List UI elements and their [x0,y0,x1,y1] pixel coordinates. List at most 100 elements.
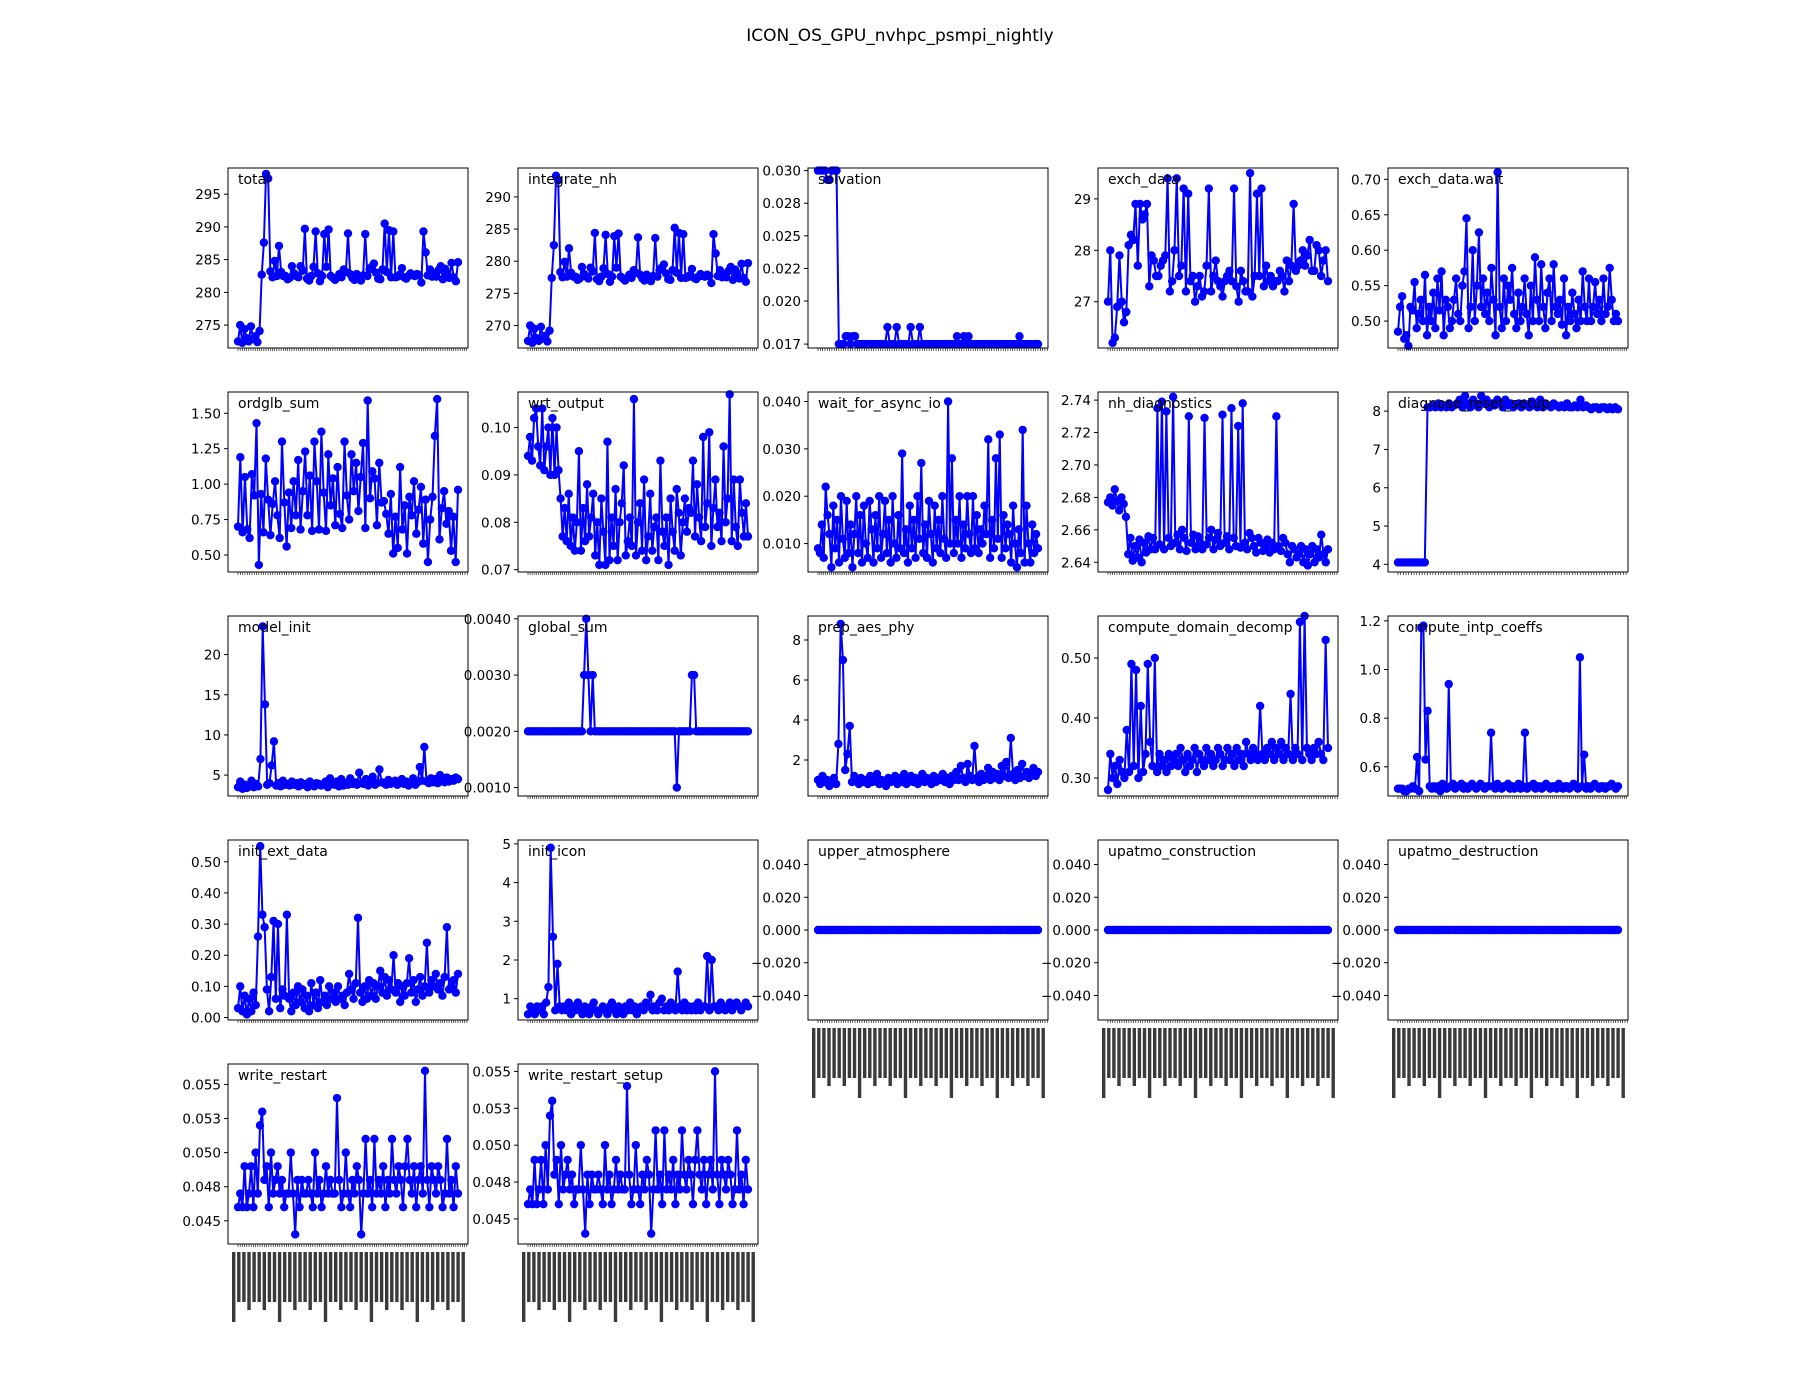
data-point [288,1189,298,1198]
x-tick-label [272,1252,277,1302]
data-point [1211,755,1220,765]
data-point [970,741,979,751]
data-point [1526,281,1536,290]
data-point [1117,297,1126,306]
data-point [633,518,643,527]
subplot-title: solvation [818,172,881,188]
y-tick-label: 4 [1372,557,1381,573]
data-point [995,430,1004,439]
data-point [354,1175,364,1185]
data-point [869,558,878,567]
data-point [1408,306,1417,315]
data-point [999,510,1008,520]
x-tick-label [410,1252,414,1302]
data-point [644,1170,654,1179]
data-point [1139,538,1149,548]
data-point [650,522,659,532]
data-point [315,1175,324,1185]
data-point [421,248,430,257]
y-tick-label: 0.50 [1351,314,1381,330]
data-point [585,1199,594,1209]
data-point [1293,749,1302,759]
data-point [1119,499,1128,509]
x-tick-label [1519,1028,1523,1078]
data-point [1321,558,1330,567]
x-tick-label [527,1252,531,1302]
x-tick-label [461,1252,465,1322]
x-tick-label [654,1252,658,1302]
x-tick-label [1132,1028,1136,1086]
data-point [1129,761,1138,771]
data-point [304,1175,313,1185]
data-point [909,515,918,525]
data-point [940,534,949,544]
data-point [255,1121,265,1130]
subplot-wrt-output: 0.07 0.08 0.09 0.10 wrt_output [481,390,759,579]
y-tick-label: 8 [792,633,801,649]
data-point [432,394,442,404]
data-point [400,991,409,1000]
data-point [1110,333,1120,342]
x-tick-label [425,1252,430,1302]
data-point [672,484,681,494]
data-point [1418,316,1428,326]
x-tick-label [308,1252,312,1310]
data-point [342,491,352,500]
data-point [1117,493,1126,502]
data-point [249,988,258,997]
data-point [553,959,562,969]
data-point [236,452,245,462]
data-point [1129,235,1138,245]
data-point [1307,755,1316,765]
x-tick-label [593,1252,597,1302]
data-point [442,519,451,529]
data-point [337,1202,346,1212]
data-point [938,492,947,501]
y-tick-label: 280 [195,285,221,301]
y-tick-label: 0.020 [1342,890,1381,906]
subplot-compute-domain-decomp: 0.30 0.40 0.50 compute_domain_decomp [1061,611,1339,799]
data-point [1491,331,1500,340]
data-point [270,256,279,266]
data-point [412,1202,421,1212]
data-point [1269,755,1279,765]
data-point [1605,263,1614,273]
data-point [442,922,452,932]
data-point [897,449,907,458]
data-point [594,1170,603,1179]
data-point [1470,316,1479,326]
y-tick-label: 0.017 [762,337,801,353]
data-point [1006,733,1015,743]
data-point [338,523,347,533]
data-point [719,1170,728,1179]
data-point [1460,267,1469,276]
data-point [1435,306,1444,315]
y-tick-label: 275 [195,318,221,334]
data-point [400,501,409,510]
data-point [417,278,426,287]
data-point [416,1162,425,1171]
data-point [439,487,449,496]
subplot-title: ordglb_sum [238,396,319,412]
data-point [1124,767,1134,777]
data-point [396,1175,405,1185]
data-point [1505,295,1515,305]
y-tick-label: 0.55 [1351,279,1381,295]
data-point [260,1175,269,1185]
data-point [1220,538,1229,548]
data-point [1159,545,1169,554]
data-point [373,982,383,991]
data-point [1145,282,1154,291]
data-point [1110,485,1119,494]
data-point [426,515,435,524]
x-tick-label [1270,1028,1274,1086]
x-tick-label [1585,1028,1590,1078]
data-point [554,465,563,475]
data-point [388,549,398,558]
data-point [1241,737,1251,747]
data-point [540,465,549,475]
data-point [611,1155,621,1165]
y-tick-label: 0.030 [762,164,801,180]
data-point [582,480,592,489]
data-point [1464,323,1473,333]
